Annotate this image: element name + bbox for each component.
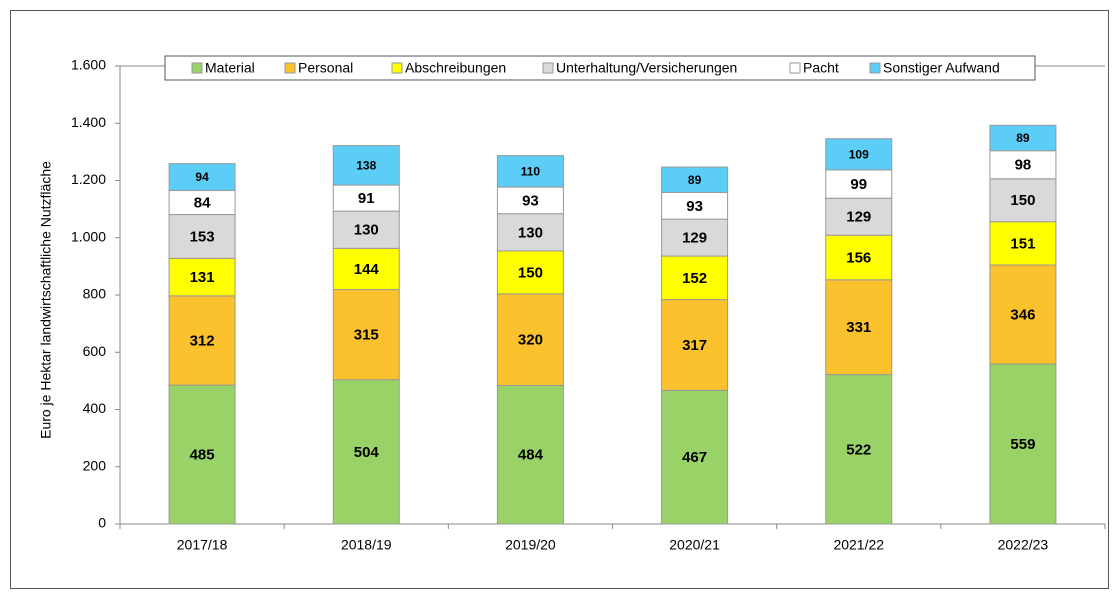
y-tick-label: 1.600 [71,57,106,73]
data-label: 467 [682,449,707,466]
data-label: 320 [518,332,543,349]
data-label: 130 [354,222,379,239]
data-label: 129 [846,209,871,226]
bar-segment [496,250,564,295]
data-label: 109 [849,147,869,161]
y-tick-label: 1.400 [71,114,106,130]
bar-segment [825,197,893,236]
bar-segment [496,155,564,188]
bar-segment [989,150,1057,180]
bar-segment [661,389,729,525]
x-tick-label: 2021/22 [833,537,884,553]
data-label: 91 [358,190,375,207]
data-label: 144 [354,261,380,278]
x-tick-label: 2018/19 [341,537,392,553]
legend-label: Material [205,60,255,76]
bar-segment [661,166,729,194]
x-tick-label: 2022/23 [998,537,1049,553]
bar-segment [168,257,236,297]
bar-segment [989,221,1057,266]
data-label: 331 [846,319,871,336]
y-tick-label: 400 [83,400,107,416]
bar-segment [168,295,236,386]
y-tick-label: 800 [83,286,107,302]
data-label: 504 [354,444,380,461]
data-label: 89 [1016,131,1030,145]
bar-segment [825,138,893,171]
bar-segment [332,289,400,381]
data-label: 99 [850,176,867,193]
bar-segment [332,247,400,291]
legend-swatch [191,62,203,74]
data-label: 138 [356,159,376,173]
bar-segment [496,186,564,215]
bar-segment [332,184,400,212]
bar-segment [332,145,400,186]
bar-segment [989,178,1057,223]
data-label: 93 [522,192,539,209]
x-tick-label: 2019/20 [505,537,556,553]
data-label: 312 [190,332,215,349]
legend-swatch [391,62,403,74]
data-label: 346 [1010,306,1035,323]
data-label: 153 [190,228,215,245]
bar-segment [168,214,236,259]
data-label: 559 [1010,436,1035,453]
y-tick-label: 1.000 [71,228,106,244]
y-tick-label: 600 [83,343,107,359]
bar-segment [661,255,729,301]
y-axis-label: Euro je Hektar landwirtschaftliche Nutzf… [38,161,54,439]
bar-segment [332,210,400,249]
data-label: 315 [354,327,379,344]
legend-swatch [869,62,881,74]
data-label: 131 [190,269,215,286]
data-label: 485 [190,447,215,464]
data-label: 89 [688,173,702,187]
bar-segment [825,374,893,525]
legend-swatch [284,62,296,74]
legend-label: Abschreibungen [405,60,506,76]
data-label: 317 [682,337,707,354]
y-tick-label: 1.200 [71,171,106,187]
x-tick-label: 2017/18 [177,537,228,553]
legend-label: Pacht [803,60,839,76]
data-label: 156 [846,249,871,266]
data-label: 129 [682,230,707,247]
data-label: 522 [846,441,871,458]
bar-segment [989,124,1057,152]
legend-swatch [789,62,801,74]
legend-swatch [542,62,554,74]
bar-segment [168,163,236,192]
bar-segment [825,234,893,281]
data-label: 484 [518,447,544,464]
data-label: 84 [194,195,211,212]
data-label: 150 [1010,192,1035,209]
legend-label: Sonstiger Aufwand [883,60,1000,76]
data-label: 151 [1010,235,1035,252]
legend-label: Personal [298,60,353,76]
bar-segment [661,218,729,257]
y-tick-label: 0 [98,515,106,531]
data-label: 98 [1015,157,1032,174]
y-tick-label: 200 [83,457,107,473]
legend-label: Unterhaltung/Versicherungen [556,60,737,76]
bar-segment [496,213,564,252]
legend-box [164,55,1036,81]
data-label: 152 [682,270,707,287]
x-tick-label: 2020/21 [669,537,720,553]
data-label: 94 [195,170,209,184]
data-label: 130 [518,224,543,241]
bar-segment [496,384,564,525]
data-label: 110 [521,165,541,179]
bar-segment [989,363,1057,525]
bar-segment [332,379,400,525]
bar-segment [825,279,893,376]
bar-segment [168,384,236,525]
data-label: 93 [686,198,703,215]
data-label: 150 [518,264,543,281]
